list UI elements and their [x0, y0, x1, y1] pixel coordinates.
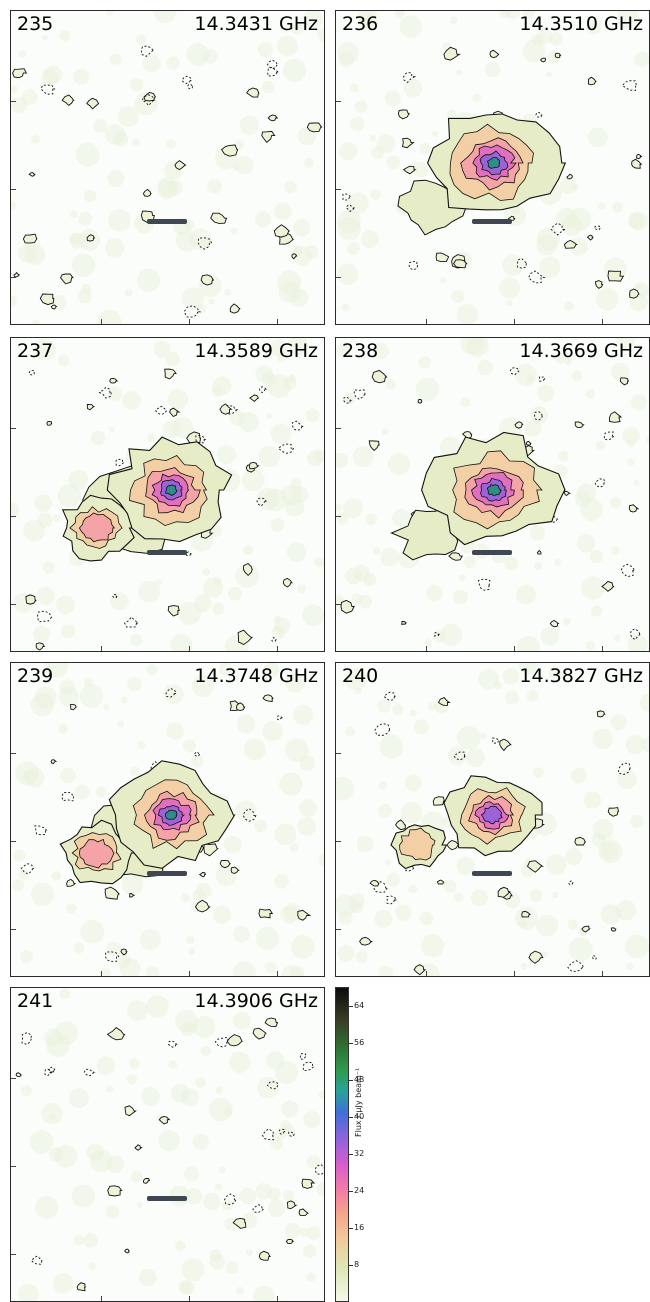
axis-tick: [189, 646, 190, 651]
axis-tick: [277, 646, 278, 651]
axis-tick: [602, 646, 603, 651]
colorbar-tick-label: 48: [354, 1074, 365, 1084]
channel-frequency: 14.3589 GHz: [194, 340, 318, 362]
axis-tick: [277, 1296, 278, 1301]
axis-tick: [189, 971, 190, 976]
channel-frequency: 14.3510 GHz: [519, 13, 643, 35]
flux-map: [12, 663, 324, 976]
channel-number: 237: [17, 340, 54, 362]
flux-map: [15, 988, 324, 1301]
channel-frequency: 14.3906 GHz: [194, 990, 318, 1012]
axis-tick: [11, 101, 16, 102]
channel-frequency: 14.3748 GHz: [194, 665, 318, 687]
axis-tick: [336, 428, 341, 429]
flux-map: [11, 338, 324, 651]
axis-tick: [11, 753, 16, 754]
axis-tick: [11, 189, 16, 190]
beam-scale-bar: [147, 1196, 187, 1201]
axis-tick: [189, 319, 190, 324]
axis-tick: [602, 319, 603, 324]
channel-number: 236: [342, 13, 379, 35]
axis-tick: [101, 319, 102, 324]
channel-frequency: 14.3669 GHz: [519, 340, 643, 362]
axis-tick: [514, 971, 515, 976]
axis-tick: [101, 971, 102, 976]
axis-tick: [11, 277, 16, 278]
beam-scale-bar: [472, 550, 512, 555]
flux-map: [336, 338, 649, 651]
axis-tick: [336, 929, 341, 930]
colorbar-tick: [349, 1042, 353, 1044]
colorbar-tick: [349, 1116, 353, 1118]
channel-panel-235: 235 14.3431 GHz: [10, 10, 325, 325]
channel-number: 241: [17, 990, 54, 1012]
flux-map: [336, 11, 649, 324]
axis-tick: [101, 646, 102, 651]
channel-frequency: 14.3827 GHz: [519, 665, 643, 687]
flux-map: [11, 11, 324, 324]
beam-scale-bar: [147, 871, 187, 876]
axis-tick: [11, 604, 16, 605]
colorbar-tick-label: 40: [354, 1111, 365, 1121]
axis-tick: [426, 646, 427, 651]
colorbar-tick: [349, 1190, 353, 1192]
axis-tick: [336, 841, 341, 842]
colorbar-tick: [349, 1005, 353, 1007]
colorbar-tick: [349, 1264, 353, 1266]
channel-panel-236: 236 14.3510 GHz: [335, 10, 650, 325]
colorbar-tick: [349, 1153, 353, 1155]
colorbar-tick-label: 64: [354, 1000, 365, 1010]
colorbar-tick-label: 56: [354, 1037, 365, 1047]
colorbar-tick-label: 16: [354, 1222, 365, 1232]
channel-panel-237: 237 14.3589 GHz: [10, 337, 325, 652]
axis-tick: [11, 1078, 16, 1079]
axis-tick: [336, 277, 341, 278]
axis-tick: [336, 101, 341, 102]
channel-frequency: 14.3431 GHz: [194, 13, 318, 35]
beam-scale-bar: [472, 219, 512, 224]
axis-tick: [514, 319, 515, 324]
colorbar: Flux / μJy beam⁻¹ 8 16 24 32 40 48 56 64: [335, 987, 395, 1302]
colorbar-tick-label: 32: [354, 1148, 365, 1158]
beam-scale-bar: [147, 550, 187, 555]
axis-tick: [11, 841, 16, 842]
axis-tick: [336, 604, 341, 605]
axis-tick: [426, 971, 427, 976]
axis-tick: [11, 516, 16, 517]
channel-number: 235: [17, 13, 54, 35]
channel-panel-238: 238 14.3669 GHz: [335, 337, 650, 652]
colorbar-tick: [349, 1227, 353, 1229]
axis-tick: [336, 189, 341, 190]
axis-tick: [11, 929, 16, 930]
flux-map: [336, 663, 649, 976]
channel-panel-241: 241 14.3906 GHz: [10, 987, 325, 1302]
colorbar-tick: [349, 1079, 353, 1081]
channel-panel-240: 240 14.3827 GHz: [335, 662, 650, 977]
channel-number: 240: [342, 665, 379, 687]
axis-tick: [514, 646, 515, 651]
axis-tick: [277, 319, 278, 324]
axis-tick: [11, 1254, 16, 1255]
channel-panel-239: 239 14.3748 GHz: [10, 662, 325, 977]
colorbar-gradient: [335, 987, 349, 1302]
axis-tick: [277, 971, 278, 976]
beam-scale-bar: [472, 871, 512, 876]
axis-tick: [11, 428, 16, 429]
axis-tick: [101, 1296, 102, 1301]
channel-number: 239: [17, 665, 54, 687]
axis-tick: [602, 971, 603, 976]
axis-tick: [426, 319, 427, 324]
beam-scale-bar: [147, 219, 187, 224]
axis-tick: [11, 1166, 16, 1167]
colorbar-tick-label: 8: [354, 1259, 360, 1269]
colorbar-tick-label: 24: [354, 1185, 365, 1195]
axis-tick: [189, 1296, 190, 1301]
channel-number: 238: [342, 340, 379, 362]
axis-tick: [336, 753, 341, 754]
axis-tick: [336, 516, 341, 517]
